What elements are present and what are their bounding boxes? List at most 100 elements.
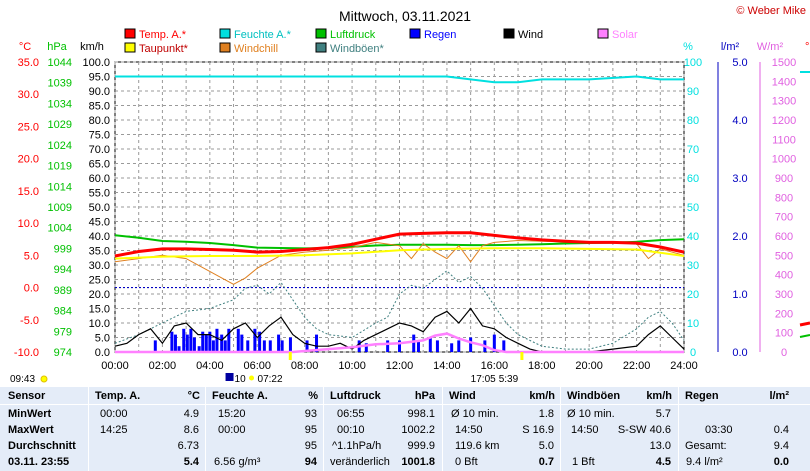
rain-bar bbox=[227, 328, 231, 352]
y-tick-label: 984 bbox=[54, 306, 72, 318]
y-tick-label: 5.0 bbox=[95, 333, 110, 345]
y-tick-label: 25.0 bbox=[18, 121, 39, 133]
y-tick-label: 5.0 bbox=[732, 57, 747, 69]
rain-bar bbox=[173, 334, 177, 352]
statistics-table: Sensor Temp. A. °C Feuchte A. % Luftdruc… bbox=[0, 387, 810, 471]
sunset-tick bbox=[520, 352, 524, 360]
x-tick-label: 20:00 bbox=[575, 360, 603, 372]
y-tick-label: 90 bbox=[687, 86, 699, 98]
y-tick-label: 1019 bbox=[48, 161, 72, 173]
y-tick-label: 45.0 bbox=[89, 217, 110, 229]
stats-header-row: Sensor Temp. A. °C Feuchte A. % Luftdruc… bbox=[0, 389, 810, 405]
y-tick-label: 1.0 bbox=[732, 289, 747, 301]
y-tick-label: 80 bbox=[687, 115, 699, 127]
rain-bar bbox=[277, 334, 281, 352]
legend-label: Luftdruck bbox=[330, 29, 376, 41]
y-tick-label: 70 bbox=[687, 144, 699, 156]
x-tick-label: 14:00 bbox=[433, 360, 461, 372]
stats-feuchte-value: 94 bbox=[304, 456, 317, 468]
stats-wind-value: S 16.9 bbox=[522, 424, 554, 436]
weather-chart: Mittwoch, 03.11.2021 © Weber Mike °C hPa km/… bbox=[10, 5, 810, 385]
x-tick-label: 08:00 bbox=[291, 360, 319, 372]
x-tick-label: 06:00 bbox=[243, 360, 271, 372]
rain-bar bbox=[457, 340, 461, 352]
rain-bar bbox=[223, 340, 227, 352]
sun-marker bbox=[40, 375, 48, 383]
series-line-taupunkt bbox=[114, 247, 685, 260]
stats-regen-label: Gesamt: bbox=[685, 440, 727, 452]
y-tick-label: 4.0 bbox=[732, 115, 747, 127]
rain-bar bbox=[492, 334, 496, 352]
series-line-windben bbox=[114, 270, 685, 350]
chart-title: Mittwoch, 03.11.2021 bbox=[339, 8, 471, 24]
y-tick-label: 10.0 bbox=[18, 218, 39, 230]
right-edge-stub bbox=[799, 334, 810, 338]
legend-label: Taupunkt* bbox=[139, 43, 189, 55]
legend-swatch bbox=[597, 28, 609, 39]
stats-boeen-bft: 1 Bft bbox=[572, 456, 595, 468]
stats-row-average: Durchschnitt 6.73 95 ^1.1hPa/h 999.9 119… bbox=[0, 439, 810, 455]
stats-header-windboeen-unit: km/h bbox=[646, 390, 672, 402]
x-tick-label: 12:00 bbox=[386, 360, 414, 372]
y-tick-label: 100 bbox=[684, 57, 702, 69]
y-tick-label: 1300 bbox=[772, 96, 796, 108]
legend-swatch bbox=[409, 28, 421, 39]
stats-feuchte-value: 95 bbox=[304, 440, 317, 452]
stats-wind-value: 5.0 bbox=[538, 440, 554, 452]
y-tick-label: 30 bbox=[687, 260, 699, 272]
y-tick-label: 30.0 bbox=[89, 260, 110, 272]
y-tick-label: 700 bbox=[775, 212, 793, 224]
rain-bar bbox=[215, 328, 219, 352]
y-tick-label: 900 bbox=[775, 173, 793, 185]
x-tick-label: 22:00 bbox=[623, 360, 651, 372]
stats-row-min: MinWert 00:00 4.9 15:20 93 06:55 998.1 Ø… bbox=[0, 407, 810, 423]
x-tick-label: 02:00 bbox=[149, 360, 177, 372]
y-tick-label: 0 bbox=[690, 347, 696, 359]
stats-wind-label: 14:50 bbox=[455, 424, 483, 436]
rain-bar bbox=[305, 340, 309, 352]
y-tick-label: 35.0 bbox=[89, 246, 110, 258]
legend-swatch bbox=[503, 28, 515, 39]
stats-wind-label: Ø 10 min. bbox=[451, 408, 499, 420]
legend-label: Windchill bbox=[234, 43, 278, 55]
y-tick-label: 85.0 bbox=[89, 101, 110, 113]
stats-wind-bft: 0 Bft bbox=[455, 456, 478, 468]
y-tick-label: 1004 bbox=[48, 223, 72, 235]
axis-unit-label: km/h bbox=[80, 41, 104, 53]
rain-bar bbox=[153, 340, 157, 352]
legend-swatch bbox=[124, 42, 136, 53]
axis-unit-label-cut: ° bbox=[805, 41, 809, 53]
stats-header-wind-unit: km/h bbox=[529, 390, 555, 402]
series-line-feuchtea bbox=[115, 75, 684, 84]
stats-header-sensor: Sensor bbox=[8, 390, 46, 402]
y-tick-label: 15.0 bbox=[18, 186, 39, 198]
legend-swatch bbox=[315, 42, 327, 53]
rain-bar bbox=[258, 331, 262, 352]
y-tick-label: 55.0 bbox=[89, 188, 110, 200]
stats-header-regen: Regen bbox=[685, 390, 719, 402]
stats-temp-value: 4.9 bbox=[183, 408, 199, 420]
y-tick-label: 35.0 bbox=[18, 57, 39, 69]
daylight-prefix: 10 bbox=[235, 374, 247, 385]
legend-label: Temp. A.* bbox=[139, 29, 187, 41]
rain-bar bbox=[450, 343, 454, 352]
x-tick-label: 18:00 bbox=[528, 360, 556, 372]
rain-bar bbox=[412, 334, 416, 352]
stats-header-luftdruck: Luftdruck bbox=[330, 390, 381, 402]
rain-bar bbox=[177, 346, 181, 352]
y-tick-label: 1024 bbox=[48, 140, 72, 152]
legend-label: Solar bbox=[612, 29, 638, 41]
stats-boeen-value: 5.7 bbox=[655, 408, 671, 420]
y-tick-label: 1400 bbox=[772, 76, 796, 88]
x-tick-label: 24:00 bbox=[670, 360, 698, 372]
stats-druck-value: 1001.8 bbox=[401, 456, 435, 468]
x-tick-label: 04:00 bbox=[196, 360, 224, 372]
stats-header-temp: Temp. A. bbox=[95, 390, 141, 402]
legend-label: Wind bbox=[518, 29, 543, 41]
stats-druck-trend: ^1.1hPa/h bbox=[332, 440, 382, 452]
legend-label: Regen bbox=[424, 29, 456, 41]
y-tick-label: 1039 bbox=[48, 78, 72, 90]
rain-bar bbox=[208, 331, 212, 352]
watermark: © Weber Mike bbox=[736, 5, 806, 17]
rain-bar bbox=[189, 328, 193, 352]
